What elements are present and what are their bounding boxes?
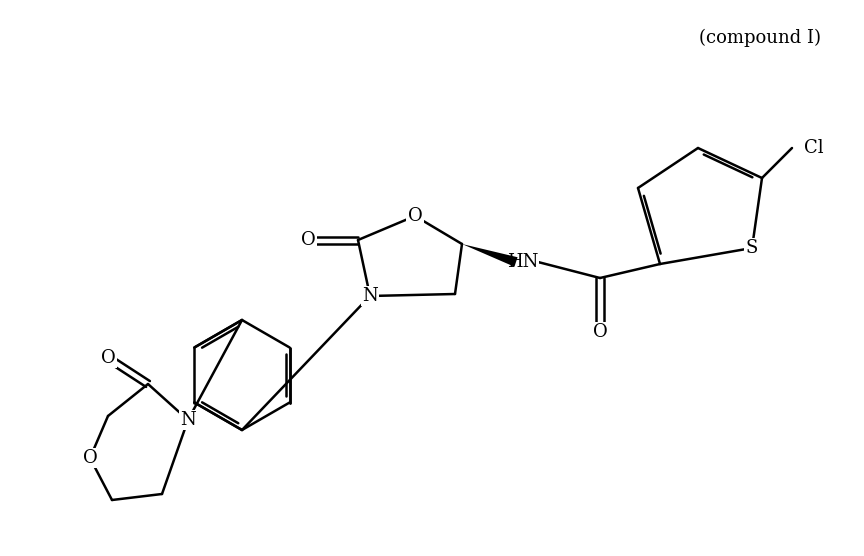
Text: HN: HN	[506, 253, 538, 271]
Text: N: N	[180, 411, 196, 429]
Text: O: O	[408, 207, 422, 225]
Text: (compound I): (compound I)	[699, 29, 821, 47]
Text: O: O	[100, 349, 116, 367]
Text: O: O	[83, 449, 98, 467]
Text: O: O	[593, 323, 607, 341]
Text: Cl: Cl	[804, 139, 823, 157]
Polygon shape	[462, 244, 518, 267]
Text: N: N	[362, 287, 378, 305]
Text: O: O	[301, 231, 315, 249]
Text: S: S	[746, 239, 759, 257]
